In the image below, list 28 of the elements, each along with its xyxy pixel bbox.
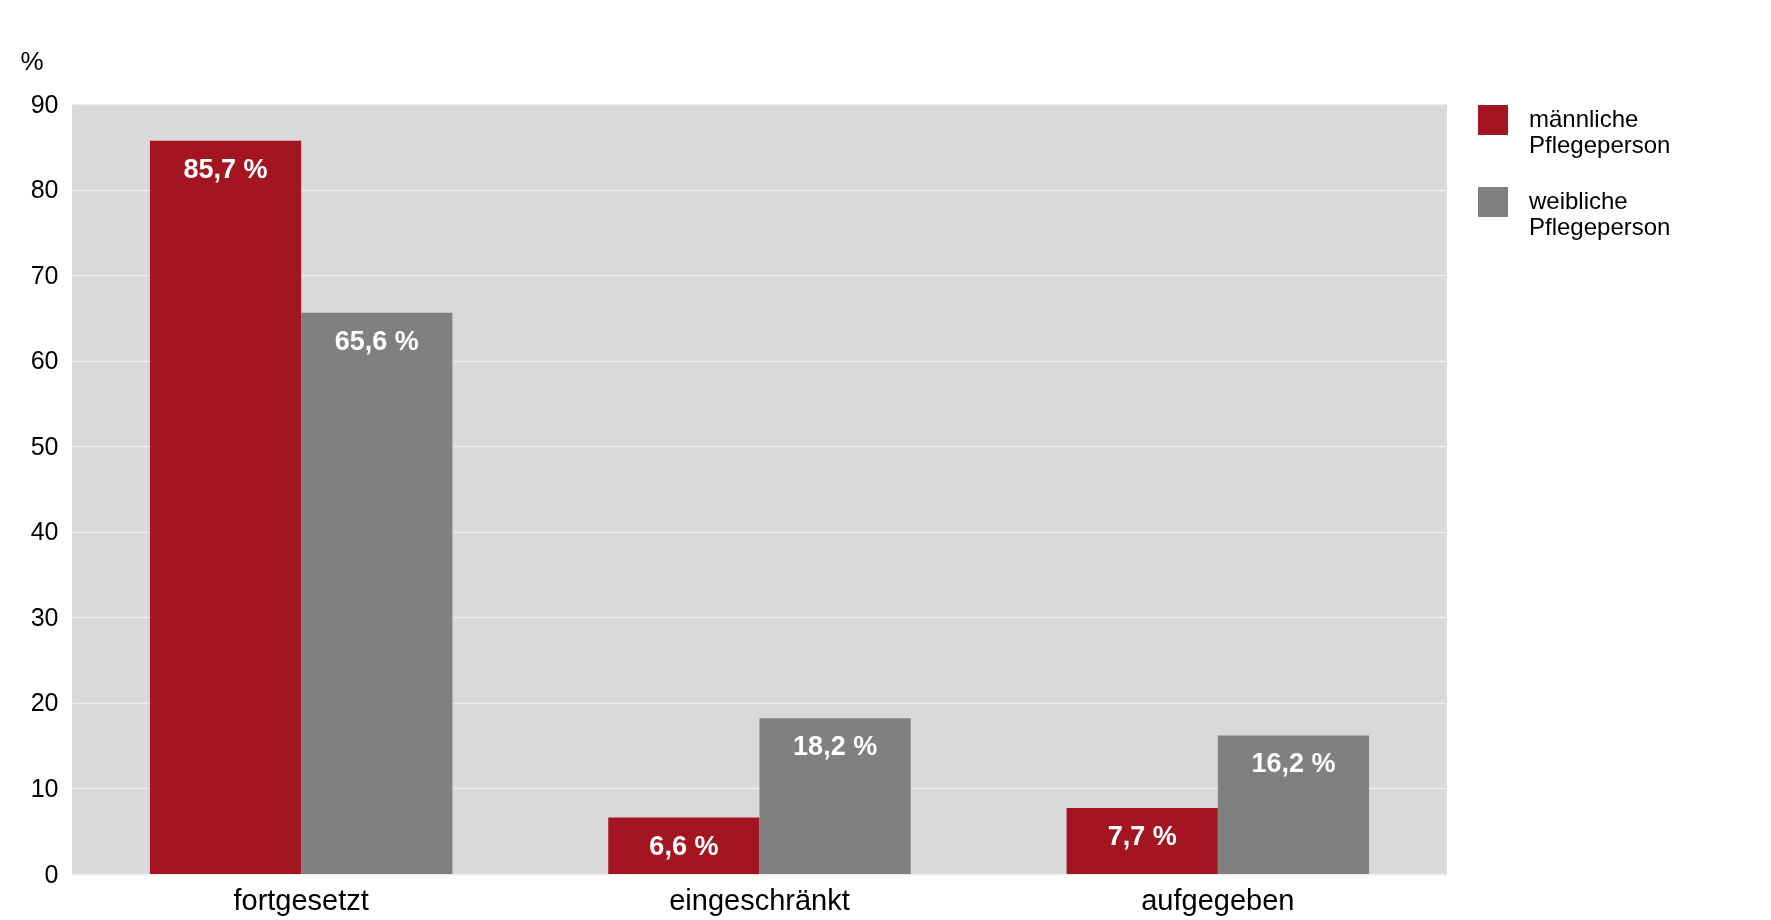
y-tick-label: 70: [30, 260, 59, 289]
legend-label: männliche Pflegeperson: [1529, 105, 1671, 158]
y-tick-label: 0: [44, 859, 59, 888]
legend-label: weibliche Pflegeperson: [1528, 187, 1671, 240]
y-tick-label: 10: [30, 773, 59, 802]
y-axis-title: %: [20, 45, 44, 76]
data-label: 16,2 %: [1251, 748, 1336, 779]
y-tick-label: 30: [30, 602, 59, 631]
bar: [301, 312, 453, 874]
x-tick-label: fortgesetzt: [233, 883, 369, 916]
y-tick-label: 60: [30, 346, 59, 375]
y-tick-label: 40: [30, 517, 59, 546]
bar: [1066, 808, 1218, 874]
bar: [149, 140, 302, 874]
x-tick-label: aufgegeben: [1141, 883, 1295, 916]
x-tick-label: eingeschränkt: [669, 883, 850, 916]
data-label: 6,6 %: [649, 830, 719, 861]
bar: [608, 817, 760, 874]
data-label: 7,7 %: [1107, 821, 1177, 852]
y-tick-label: 80: [30, 175, 59, 204]
data-label: 85,7 %: [183, 153, 268, 184]
y-tick-label: 90: [30, 89, 59, 118]
data-label: 65,6 %: [334, 325, 419, 356]
bar: [1217, 735, 1370, 874]
y-tick-label: 20: [30, 688, 59, 717]
bar: [759, 718, 911, 874]
y-tick-label: 50: [30, 431, 59, 460]
data-label: 18,2 %: [793, 731, 878, 762]
